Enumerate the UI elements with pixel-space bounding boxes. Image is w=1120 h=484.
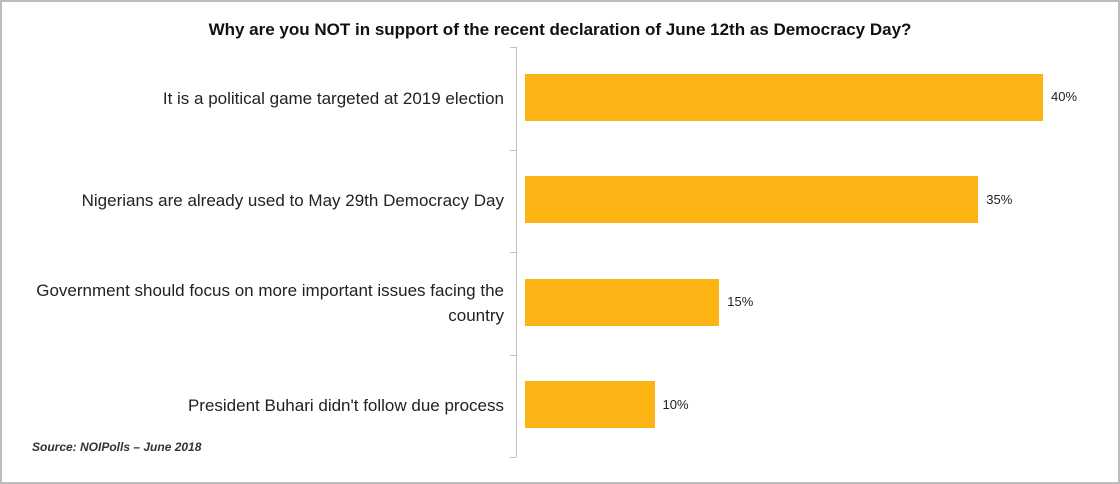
bar	[525, 278, 720, 326]
axis-tick	[510, 149, 516, 151]
bar	[525, 381, 655, 429]
source-note: Source: NOIPolls – June 2018	[32, 440, 202, 454]
chart-title: Why are you NOT in support of the recent…	[208, 20, 912, 39]
axis-tick	[510, 457, 516, 458]
axis-tick	[510, 47, 516, 48]
category-axis	[516, 47, 517, 457]
bar	[525, 176, 979, 224]
category-label: Government should focus on more importan…	[36, 281, 504, 326]
category-label: President Buhari didn't follow due proce…	[187, 396, 504, 416]
axis-tick	[510, 252, 516, 253]
category-label: It is a political game targeted at 2019 …	[162, 88, 504, 108]
value-label: 15%	[727, 294, 754, 310]
value-label: 35%	[986, 191, 1013, 207]
value-label: 10%	[662, 396, 689, 412]
axis-tick	[510, 354, 516, 356]
category-label: Nigerians are already used to May 29th D…	[81, 191, 504, 211]
bar	[525, 73, 1043, 121]
value-label: 40%	[1051, 89, 1078, 105]
